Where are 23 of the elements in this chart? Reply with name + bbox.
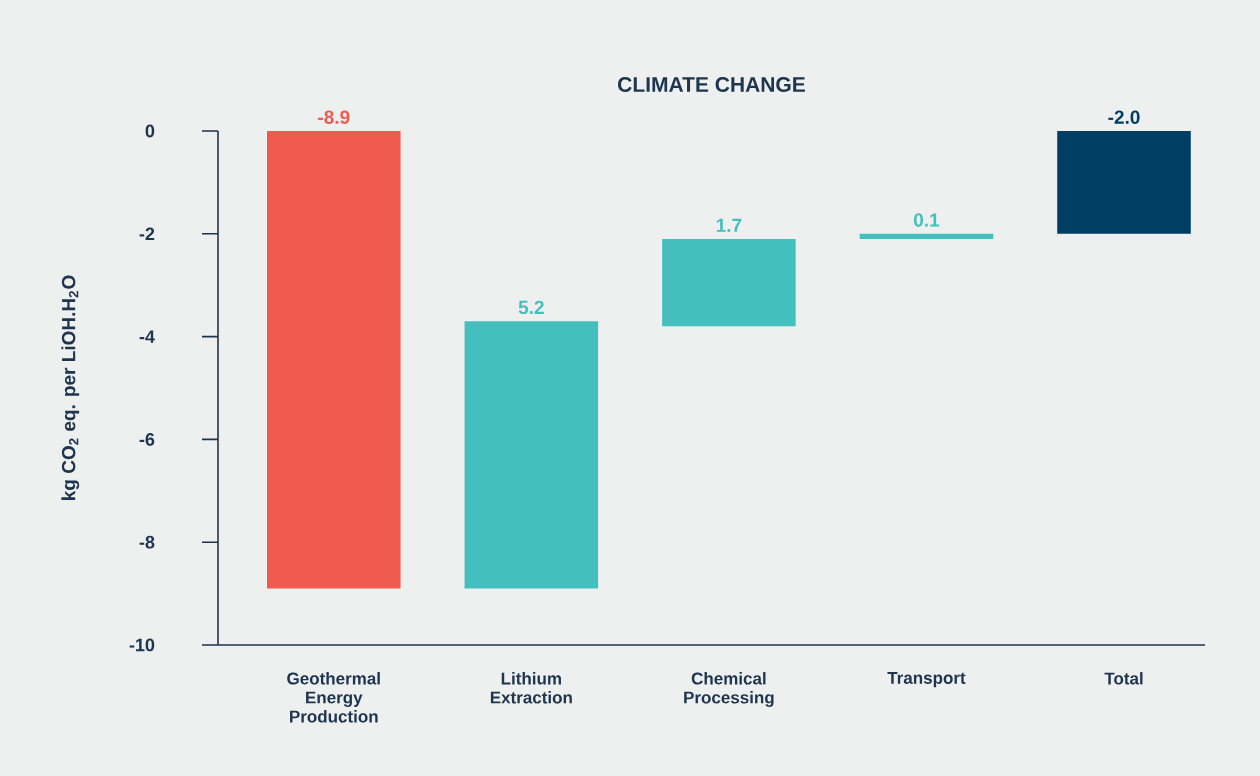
bar bbox=[464, 321, 599, 589]
x-tick-label: Total bbox=[1104, 672, 1143, 685]
x-tick-label: Lithium Extraction bbox=[490, 672, 572, 704]
data-label: 0.1 bbox=[913, 213, 940, 227]
y-tick-label: -10 bbox=[129, 638, 155, 652]
data-label: 1.7 bbox=[716, 218, 742, 232]
data-label: -8.9 bbox=[318, 110, 350, 124]
y-tick-label: -6 bbox=[139, 433, 155, 446]
y-axis-title: kg CO$_{2}$ eq. per LiOH.H$_{2}$O bbox=[61, 275, 80, 500]
x-tick-label: Chemical Processing bbox=[684, 672, 774, 707]
y-tick-label: -8 bbox=[139, 535, 155, 549]
data-label: -2.0 bbox=[1108, 110, 1140, 124]
bar bbox=[1057, 130, 1191, 234]
bar bbox=[662, 238, 796, 327]
x-tick-label: Transport bbox=[887, 672, 966, 688]
data-label: 5.2 bbox=[518, 300, 544, 315]
chart-title: CLIMATE CHANGE bbox=[618, 77, 805, 92]
y-tick-label: -2 bbox=[139, 227, 155, 241]
y-tick-label: -4 bbox=[139, 330, 155, 343]
bar bbox=[267, 130, 401, 589]
bar bbox=[859, 233, 994, 239]
x-tick-label: Geothermal Energy Production bbox=[287, 672, 380, 723]
y-tick-label: 0 bbox=[145, 124, 155, 138]
